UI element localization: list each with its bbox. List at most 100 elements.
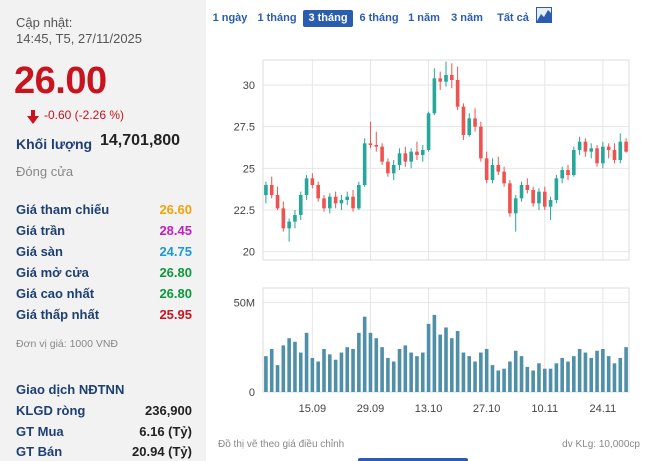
stat-label: Giá thấp nhất [16, 307, 100, 322]
foreign-trading-title: Giao dịch NĐTNN [16, 382, 125, 397]
candle [415, 151, 419, 155]
stat-value: 26.60 [159, 202, 192, 217]
volume-bar [519, 356, 524, 392]
volume-bar [380, 347, 384, 392]
stat-value: 24.75 [159, 244, 192, 259]
price-volume-chart: 15.09 29.09 13.10 27.10 10.11 24.11 20 22.5 25 27… [234, 59, 630, 415]
volume-bar [328, 354, 332, 392]
stat-label: GT Bán [16, 444, 63, 459]
tab-1-year[interactable]: 1 năm [408, 12, 440, 24]
stat-label: GT Mua [16, 424, 64, 439]
price-change: -0.60 (-2.26 %) [44, 108, 124, 122]
foreign-buy-value: GT Mua 6.16 (Tỷ) [16, 424, 192, 442]
candle [513, 198, 518, 214]
volume-bar [577, 348, 582, 392]
candle [583, 141, 588, 152]
volume-bar [537, 363, 541, 392]
stat-value: 26.80 [159, 286, 192, 301]
candle [589, 148, 594, 152]
volume-bar [420, 352, 425, 392]
candle [403, 153, 408, 162]
tab-1-month[interactable]: 1 tháng [257, 12, 297, 24]
volume-bar [287, 338, 291, 392]
candle [508, 183, 512, 214]
candle [368, 143, 373, 145]
candle [450, 75, 454, 80]
candle [357, 185, 361, 209]
volume-bar [298, 352, 303, 392]
volume-bar [560, 357, 564, 392]
candle [473, 118, 477, 127]
volume-bar [357, 332, 361, 392]
foreign-sell-value: GT Bán 20.94 (Tỷ) [16, 444, 192, 461]
stat-value: 6.16 (Tỷ) [139, 424, 192, 439]
volume-bar [566, 361, 570, 392]
candle [386, 161, 390, 174]
candle [467, 118, 472, 135]
candle [601, 146, 605, 164]
tab-6-months[interactable]: 6 tháng [359, 12, 399, 24]
volume-bar [612, 363, 617, 392]
volume-bar [455, 331, 460, 392]
volume-bar [548, 368, 553, 392]
candle [548, 200, 553, 207]
candle [420, 150, 425, 155]
candle [531, 190, 535, 204]
stat-value: 26.80 [159, 265, 192, 280]
volume-bar [589, 357, 594, 392]
volume-bar [275, 365, 280, 392]
volume-bar [310, 357, 315, 392]
stat-label: KLGD ròng [16, 403, 86, 418]
price-tick-label: 20 [243, 247, 255, 259]
volume-bar [542, 368, 547, 392]
volume-bar [351, 348, 355, 392]
stat-label: Giá cao nhất [16, 286, 95, 301]
volume-bar [432, 314, 437, 392]
volume-bar [502, 368, 506, 392]
volume-bar [293, 341, 297, 392]
tab-3-months[interactable]: 3 tháng [303, 10, 353, 27]
chart-adjusted-note: Đồ thị vẽ theo giá điều chỉnh [218, 439, 345, 450]
candle [444, 75, 448, 82]
scroll-handle[interactable] [358, 458, 468, 461]
candle [502, 171, 506, 184]
volume-bar [444, 327, 448, 392]
x-tick-label: 29.09 [357, 403, 385, 415]
stat-floor-price: Giá sàn 24.75 [16, 244, 192, 262]
area-chart-icon[interactable] [536, 7, 552, 23]
candle [351, 196, 355, 209]
candle [362, 143, 367, 185]
stat-label: Giá trần [16, 223, 66, 238]
candle [310, 178, 315, 185]
candle [432, 78, 437, 114]
candle [566, 170, 570, 175]
candle [554, 178, 559, 200]
tab-1-day[interactable]: 1 ngày [212, 12, 248, 24]
volume-bar [403, 345, 408, 392]
foreign-net-volume: KLGD ròng 236,900 [16, 403, 192, 421]
stat-value: 25.95 [159, 307, 192, 322]
x-tick-label: 13.10 [415, 403, 443, 415]
candle [537, 191, 541, 204]
volume-bar [606, 356, 611, 392]
volume-bar [333, 359, 338, 392]
candle [287, 221, 291, 229]
tab-3-years[interactable]: 3 năm [451, 12, 483, 24]
tab-all[interactable]: Tất cả [497, 12, 529, 24]
volume-bar [374, 338, 379, 392]
volume-bar [461, 352, 466, 392]
volume-unit-note: dv KLg: 10,000cp [562, 439, 640, 450]
volume-bar [583, 352, 588, 392]
volume-bar [345, 347, 350, 392]
volume-bar [415, 356, 419, 392]
volume-bar [397, 348, 402, 392]
candle [304, 178, 309, 195]
current-price: 26.00 [14, 60, 107, 102]
candle [374, 145, 379, 147]
x-tick-label: 10.11 [531, 403, 558, 415]
candle [606, 146, 611, 150]
stat-value: 20.94 (Tỷ) [132, 444, 192, 459]
candle [322, 198, 326, 209]
price-panel-frame [262, 59, 630, 261]
volume-bar [368, 332, 373, 392]
